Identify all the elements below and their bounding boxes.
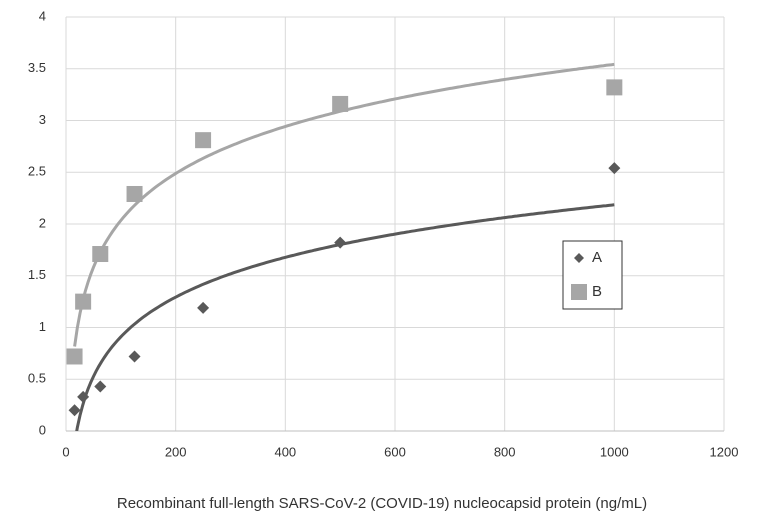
marker: [66, 348, 83, 365]
marker: [94, 380, 107, 393]
x-tick-label: 200: [165, 444, 187, 459]
marker: [606, 79, 623, 96]
marker: [332, 95, 349, 112]
marker: [197, 301, 210, 314]
x-axis-title: Recombinant full-length SARS-CoV-2 (COVI…: [117, 495, 647, 512]
y-tick-label: 3.5: [28, 60, 46, 75]
trendline: [75, 203, 615, 431]
marker: [126, 185, 143, 202]
x-tick-label: 400: [274, 444, 296, 459]
y-tick-label: 0.5: [28, 371, 46, 386]
y-tick-label: 0: [39, 422, 46, 437]
legend-marker: [574, 253, 584, 263]
x-tick-label: 1200: [710, 444, 739, 459]
legend-label: A: [592, 249, 602, 266]
x-tick-label: 800: [494, 444, 516, 459]
y-tick-label: 2.5: [28, 164, 46, 179]
marker: [92, 246, 109, 263]
marker: [195, 132, 212, 149]
y-tick-label: 3: [39, 112, 46, 127]
plot-area: [73, 62, 615, 431]
marker: [608, 162, 621, 175]
y-tick-label: 1: [39, 319, 46, 334]
x-tick-label: 1000: [600, 444, 629, 459]
legend: AB: [562, 240, 623, 310]
x-tick-label: 600: [384, 444, 406, 459]
x-tick-label: 0: [62, 444, 69, 459]
legend-marker: [571, 284, 587, 300]
marker: [68, 404, 81, 417]
legend-label: B: [592, 283, 602, 300]
y-tick-label: 2: [39, 215, 46, 230]
marker: [128, 350, 141, 363]
marker: [334, 236, 347, 249]
y-tick-label: 1.5: [28, 267, 46, 282]
marker: [75, 293, 92, 310]
marker: [77, 390, 90, 403]
y-tick-label: 4: [39, 8, 46, 23]
